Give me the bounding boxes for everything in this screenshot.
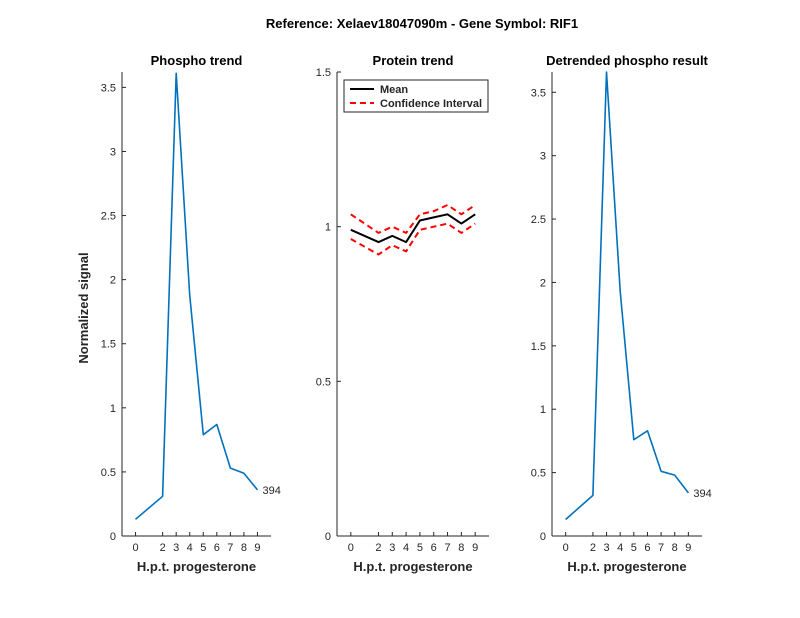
panel3-annotation: 394: [693, 488, 711, 500]
panel1-y-tick-label: 3: [110, 146, 116, 158]
panel3-x-tick-label: 2: [590, 542, 596, 554]
panel2-y-tick-label: 0.5: [316, 376, 331, 388]
panel1-x-tick-label: 7: [227, 542, 233, 554]
panel2-x-tick-label: 6: [431, 542, 437, 554]
panel1-y-axis-label: Normalized signal: [76, 252, 91, 363]
panel2-title: Protein trend: [373, 53, 454, 68]
panel3-y-tick-label: 2: [540, 277, 546, 289]
panel2-x-tick-label: 3: [389, 542, 395, 554]
panel1-y-tick-label: 2.5: [101, 211, 116, 223]
panel1-x-tick-label: 2: [160, 542, 166, 554]
panel3-y-tick-label: 1.5: [531, 341, 546, 353]
panel3-x-tick-label: 9: [685, 542, 691, 554]
panel1-y-tick-label: 3.5: [101, 82, 116, 94]
panel2-legend-box: [343, 79, 489, 113]
panel2-y-tick-label: 1: [325, 222, 331, 234]
panel2-x-tick-label: 9: [472, 542, 478, 554]
panel3-y-tick-label: 3.5: [531, 87, 546, 99]
panel2-legend-ci-label: Confidence Interval: [380, 98, 482, 110]
panel3-x-tick-label: 3: [603, 542, 609, 554]
panel1-title: Phospho trend: [151, 53, 243, 68]
panel3-y-tick-label: 1: [540, 404, 546, 416]
panel2-x-tick-label: 7: [444, 542, 450, 554]
panel1-x-tick-label: 8: [241, 542, 247, 554]
panel3-title: Detrended phospho result: [546, 53, 708, 68]
panel3-x-tick-label: 8: [672, 542, 678, 554]
panel1-annotation: 394: [262, 485, 280, 497]
panel3-x-tick-label: 7: [658, 542, 664, 554]
panel2-x-axis-label: H.p.t. progesterone: [353, 559, 472, 574]
panel1-x-tick-label: 6: [214, 542, 220, 554]
panel3-x-tick-label: 6: [644, 542, 650, 554]
panel2-x-tick-label: 8: [458, 542, 464, 554]
panel1-y-tick-label: 2: [110, 275, 116, 287]
panel1-y-tick-label: 0: [110, 531, 116, 543]
panel3-x-tick-label: 4: [617, 542, 623, 554]
panel3-x-tick-label: 5: [631, 542, 637, 554]
panel1-x-tick-label: 5: [200, 542, 206, 554]
panel2-legend-mean-label: Mean: [380, 84, 408, 96]
panel1-y-tick-label: 1: [110, 403, 116, 415]
panel2-series-line-2: [350, 204, 476, 234]
panel1-x-tick-label: 3: [173, 542, 179, 554]
panel2-x-tick-label: 4: [403, 542, 409, 554]
panel3-x-axis-label: H.p.t. progesterone: [567, 559, 686, 574]
panel2-series-line-1: [350, 213, 476, 244]
panel1-y-tick-label: 0.5: [101, 467, 116, 479]
panel3-y-tick-label: 3: [540, 151, 546, 163]
panel2-x-tick-label: 2: [375, 542, 381, 554]
panel3-x-tick-label: 0: [563, 542, 569, 554]
panel3-y-tick-label: 0: [540, 531, 546, 543]
panel1-x-tick-label: 9: [254, 542, 260, 554]
panel3-y-tick-label: 0.5: [531, 468, 546, 480]
panel1-x-axis-label: H.p.t. progesterone: [137, 559, 256, 574]
panel2-x-tick-label: 5: [417, 542, 423, 554]
panel1-series-line-1: [134, 72, 259, 520]
panel3-y-tick-label: 2.5: [531, 214, 546, 226]
panel2-y-tick-label: 1.5: [316, 67, 331, 79]
panel2-x-tick-label: 0: [348, 542, 354, 554]
figure-suptitle: Reference: Xelaev18047090m - Gene Symbol…: [266, 16, 578, 31]
panel1-y-tick-label: 1.5: [101, 339, 116, 351]
panel1-x-tick-label: 0: [132, 542, 138, 554]
panel3-series-line-1: [565, 71, 690, 521]
panel1-x-tick-label: 4: [187, 542, 193, 554]
panel2-y-tick-label: 0: [325, 531, 331, 543]
